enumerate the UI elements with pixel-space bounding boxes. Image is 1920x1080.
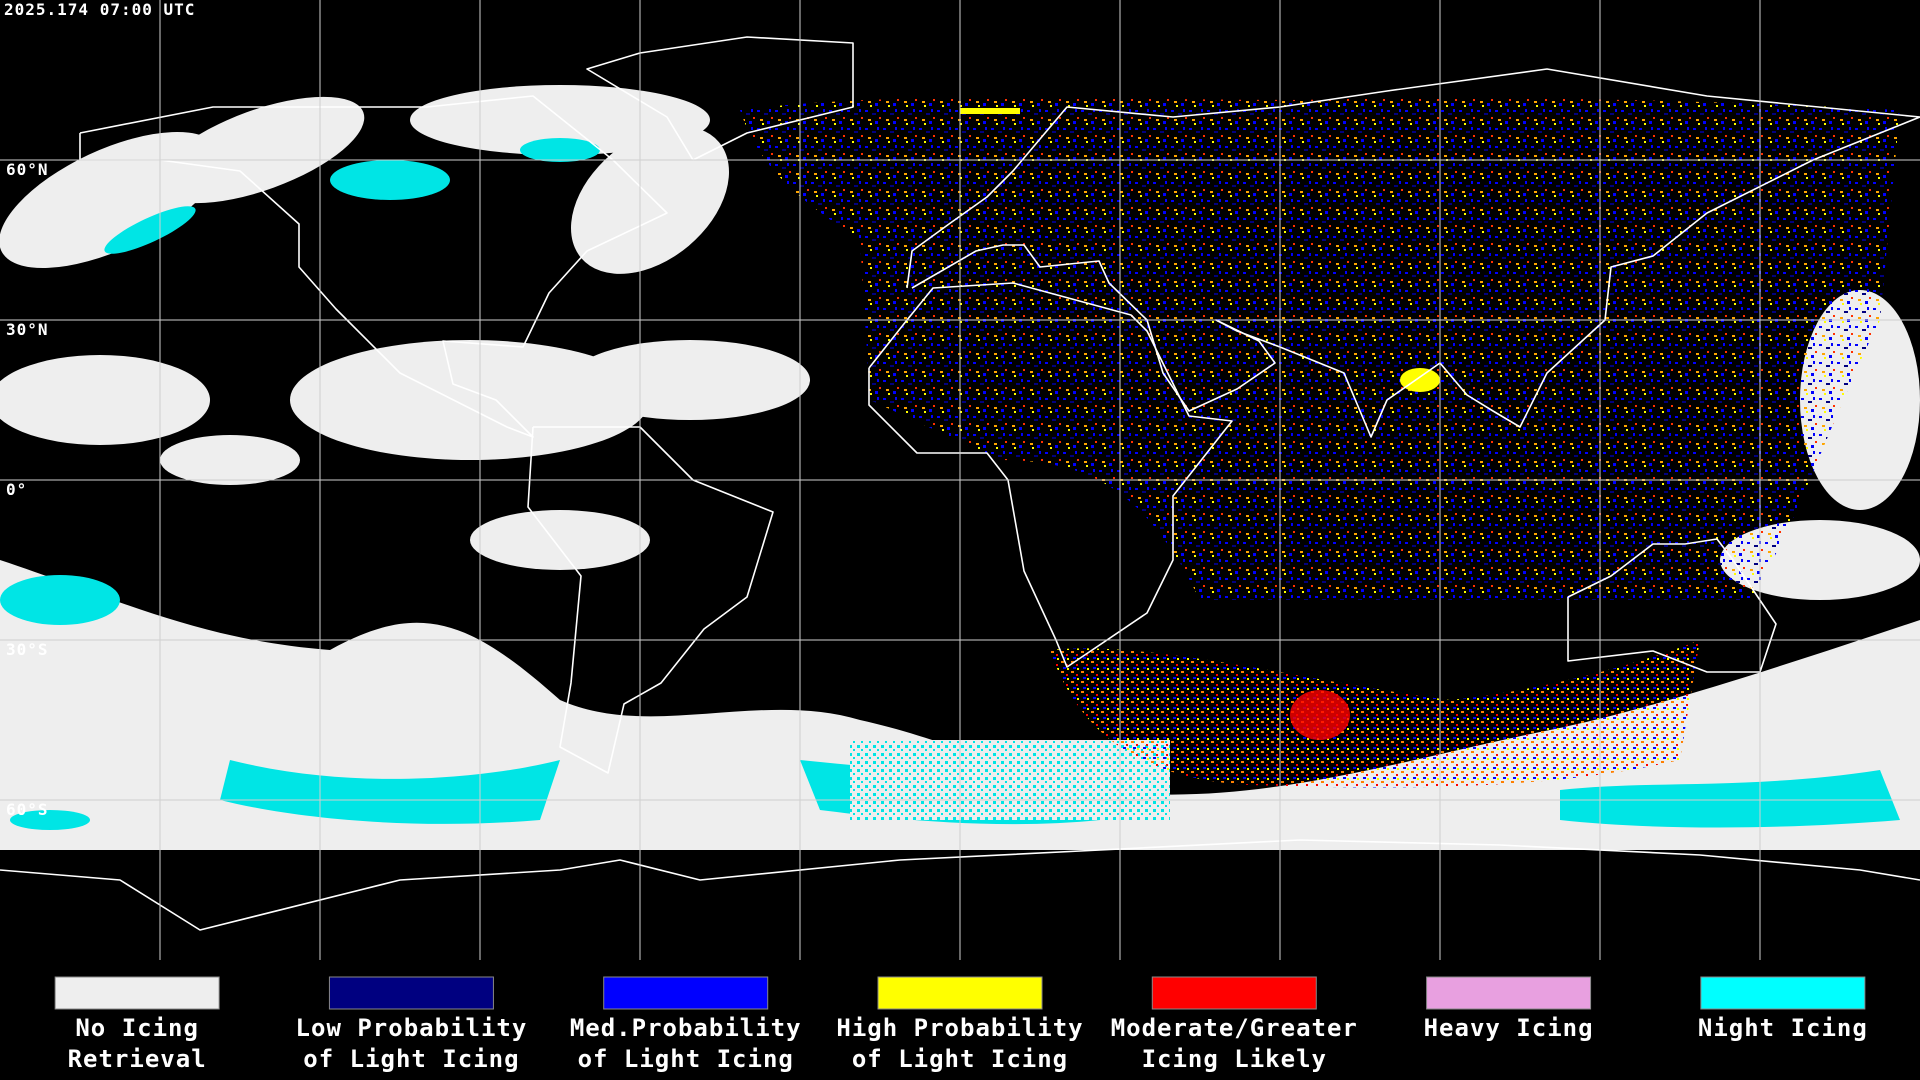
legend-swatch: [877, 976, 1043, 1010]
timestamp-title: 2025.174 07:00 UTC: [4, 0, 195, 19]
legend-label: of Light Icing: [852, 1045, 1068, 1073]
legend-swatch: [603, 976, 769, 1010]
legend-item: Moderate/Greater Icing Likely: [1111, 976, 1358, 1073]
legend-swatch: [54, 976, 220, 1010]
latitude-label: 60°N: [6, 160, 49, 179]
map: 60°N 30°N 0° 30°S 60°S 2025.174 07:00 UT…: [0, 0, 1920, 960]
legend-swatch: [1151, 976, 1317, 1010]
icing-band: [960, 108, 1020, 114]
legend: No Icing Retrieval Low Probability of Light…: [54, 976, 1868, 1073]
icing-speckle-south: [1050, 640, 1700, 788]
legend-item: High Probability of Light Icing: [836, 976, 1083, 1073]
legend-label: No Icing: [75, 1014, 199, 1042]
legend-item: Night Icing: [1698, 976, 1868, 1042]
legend-swatch: [1426, 976, 1592, 1010]
legend-label: Low Probability: [296, 1014, 528, 1042]
latitude-label: 30°S: [6, 640, 49, 659]
legend-label: Icing Likely: [1142, 1045, 1327, 1073]
legend-label: High Probability: [836, 1014, 1083, 1042]
legend-label: Heavy Icing: [1424, 1014, 1594, 1042]
legend-item: No Icing Retrieval: [54, 976, 220, 1073]
legend-label: Retrieval: [68, 1045, 207, 1073]
legend-label: Night Icing: [1698, 1014, 1868, 1042]
icing-core: [1400, 368, 1440, 392]
mixed-icing: [850, 740, 1170, 820]
legend-item: Med.Probability of Light Icing: [570, 976, 802, 1073]
legend-label: Med.Probability: [570, 1014, 802, 1042]
graticule: [0, 0, 1920, 960]
legend-swatch: [328, 976, 494, 1010]
latitude-label: 0°: [6, 480, 27, 499]
legend-swatch: [1700, 976, 1866, 1010]
legend-item: Low Probability of Light Icing: [296, 976, 528, 1073]
icing-core: [1290, 690, 1350, 740]
latitude-label: 60°S: [6, 800, 49, 819]
legend-label: Moderate/Greater: [1111, 1014, 1358, 1042]
latitude-label: 30°N: [6, 320, 49, 339]
legend-item: Heavy Icing: [1424, 976, 1594, 1042]
legend-label: of Light Icing: [303, 1045, 519, 1073]
legend-label: of Light Icing: [578, 1045, 794, 1073]
icing-speckle: [740, 97, 1900, 600]
